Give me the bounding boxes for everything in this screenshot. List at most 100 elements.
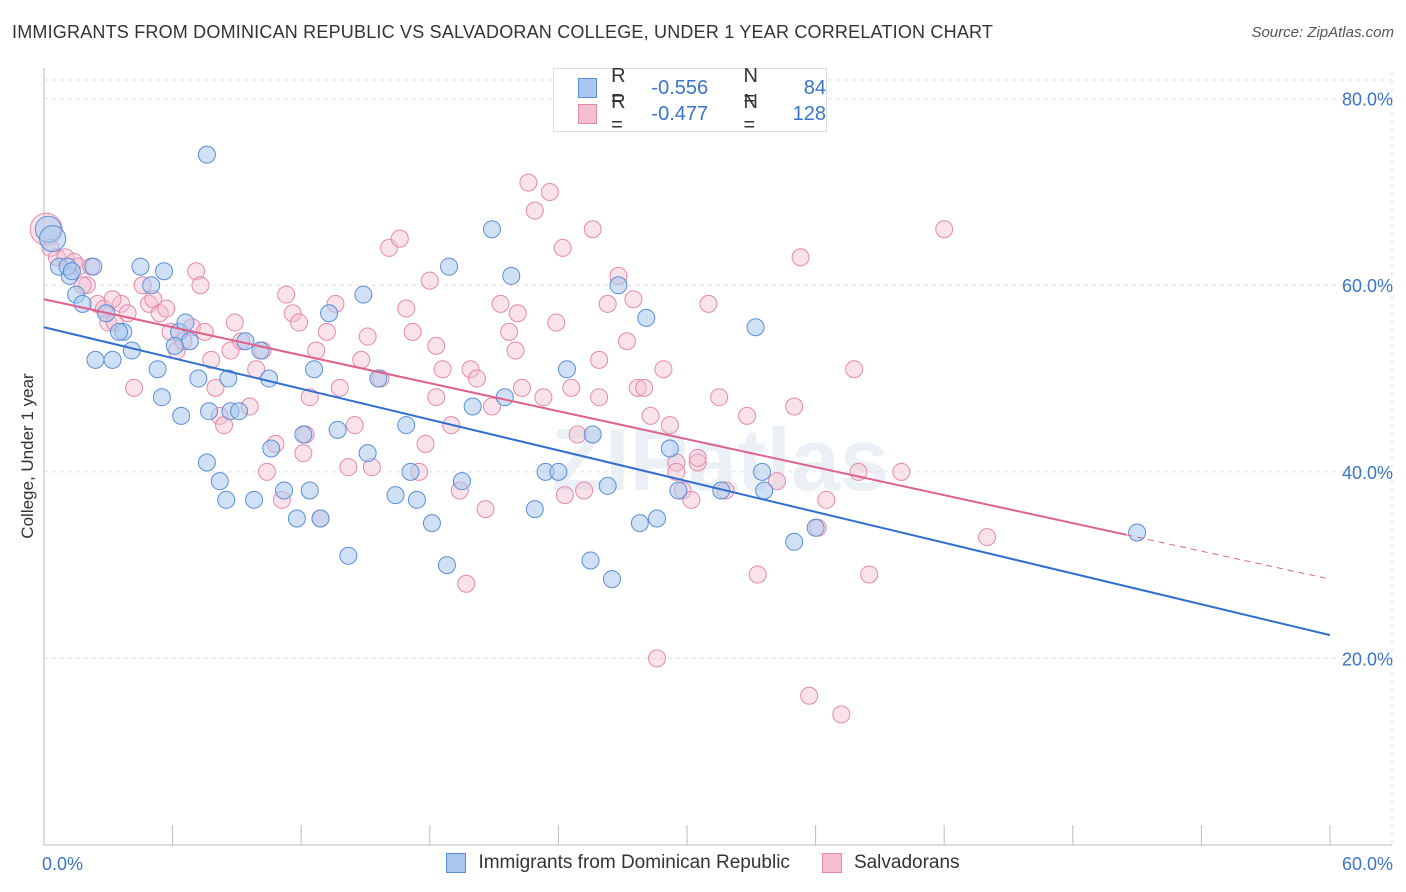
trendline-dominican (43, 326, 1331, 637)
legend: R = -0.556 N = 84 R = -0.477 N = 128 (553, 65, 827, 136)
dominican-point (200, 402, 219, 421)
dominican-point (647, 509, 666, 528)
salvadoran-point (688, 453, 707, 472)
dominican-point (753, 462, 772, 481)
bottom-legend-salvadoran: Salvadorans (821, 852, 960, 874)
bottom-legend-label-dominican: Immigrants from Dominican Republic (478, 852, 790, 873)
dominican-point (669, 481, 688, 500)
salvadoran-point (257, 462, 276, 481)
dominican-point (131, 257, 150, 276)
series-dominican-points (34, 145, 1147, 589)
salvadoran-point (427, 388, 446, 407)
y-tick-label: 60.0% (1342, 276, 1393, 296)
salvadoran-point (624, 290, 643, 309)
salvadoran-point (225, 313, 244, 332)
dominican-point (180, 332, 199, 351)
source-label: Source: ZipAtlas.com (1251, 24, 1394, 41)
legend-swatch-dominican (578, 78, 598, 98)
salvadoran-point (738, 406, 757, 425)
legend-n-label: N = (743, 91, 758, 136)
salvadoran-point (660, 416, 679, 435)
legend-n-label: N = (743, 65, 758, 110)
dominican-point (369, 369, 388, 388)
dominican-point (300, 481, 319, 500)
chart-title: IMMIGRANTS FROM DOMINICAN REPUBLIC VS SA… (12, 22, 994, 42)
salvadoran-point (568, 425, 587, 444)
salvadoran-point (202, 350, 221, 369)
salvadoran-point (817, 490, 836, 509)
salvadoran-point (791, 248, 810, 267)
salvadoran-point (860, 565, 879, 584)
salvadoran-point (590, 388, 609, 407)
dominican-point (155, 262, 174, 281)
dominican-point (495, 388, 514, 407)
salvadoran-point (667, 462, 686, 481)
salvadoran-point (710, 388, 729, 407)
dominican-point (197, 453, 216, 472)
dominican-point (785, 532, 804, 551)
trendline-salvadoran (43, 298, 1127, 536)
salvadoran-point (506, 341, 525, 360)
salvadoran-point (482, 397, 501, 416)
dominican-point (287, 509, 306, 528)
legend-n-value: 128 (792, 102, 827, 125)
legend-row-salvadoran: R = -0.477 N = 128 (578, 91, 827, 136)
dominican-point (609, 276, 628, 295)
dominican-point (148, 360, 167, 379)
dominican-point (806, 518, 825, 537)
salvadoran-point (416, 434, 435, 453)
salvadoran-point (339, 458, 358, 477)
axes (43, 68, 1392, 846)
dominican-point (583, 425, 602, 444)
salvadoran-point (187, 262, 206, 281)
dominican-point (452, 472, 471, 491)
salvadoran-point (641, 406, 660, 425)
salvadoran-point (978, 528, 997, 547)
dominican-point (502, 266, 521, 285)
salvadoran-point (598, 294, 617, 313)
bottom-legend-swatch-dominican (446, 853, 467, 873)
dominican-point (422, 514, 441, 533)
legend-r-label: R = (611, 65, 626, 110)
dominican-point (172, 406, 191, 425)
salvadoran-point (358, 327, 377, 346)
dominican-point (311, 509, 330, 528)
x-tick-label: 0.0% (42, 854, 83, 874)
salvadoran-point (583, 220, 602, 239)
dominican-point (176, 313, 195, 332)
salvadoran-point (699, 294, 718, 313)
dominican-point (260, 369, 279, 388)
salvadoran-point (534, 388, 553, 407)
salvadoran-point (427, 336, 446, 355)
salvadoran-point (540, 182, 559, 201)
dominican-point (339, 546, 358, 565)
dominican-point (86, 350, 105, 369)
dominican-point (217, 490, 236, 509)
salvadoran-point (112, 294, 131, 313)
trendline-salvadoran-extension (1126, 534, 1331, 580)
salvadoran-point (590, 350, 609, 369)
salvadoran-point (832, 705, 851, 724)
legend-n-value: 84 (803, 76, 827, 99)
salvadoran-point (461, 360, 480, 379)
dominican-point (320, 304, 339, 323)
dominican-point (397, 416, 416, 435)
salvadoran-point (555, 486, 574, 505)
dominican-point (84, 257, 103, 276)
dominican-point (165, 336, 184, 355)
dominican-point (230, 402, 249, 421)
y-axis-label: College, Under 1 year (18, 373, 37, 539)
salvadoran-point (317, 322, 336, 341)
salvadoran-point (628, 378, 647, 397)
bottom-legend-label-salvadoran: Salvadorans (853, 852, 960, 873)
salvadoran-point (195, 322, 214, 341)
trend-lines (43, 298, 1331, 637)
dominican-point (189, 369, 208, 388)
dominican-point (39, 225, 67, 253)
salvadoran-point (575, 481, 594, 500)
salvadoran-point (688, 448, 707, 467)
salvadoran-point (654, 360, 673, 379)
dominican-point (354, 285, 373, 304)
salvadoran-point (345, 416, 364, 435)
dominican-point (62, 262, 81, 281)
